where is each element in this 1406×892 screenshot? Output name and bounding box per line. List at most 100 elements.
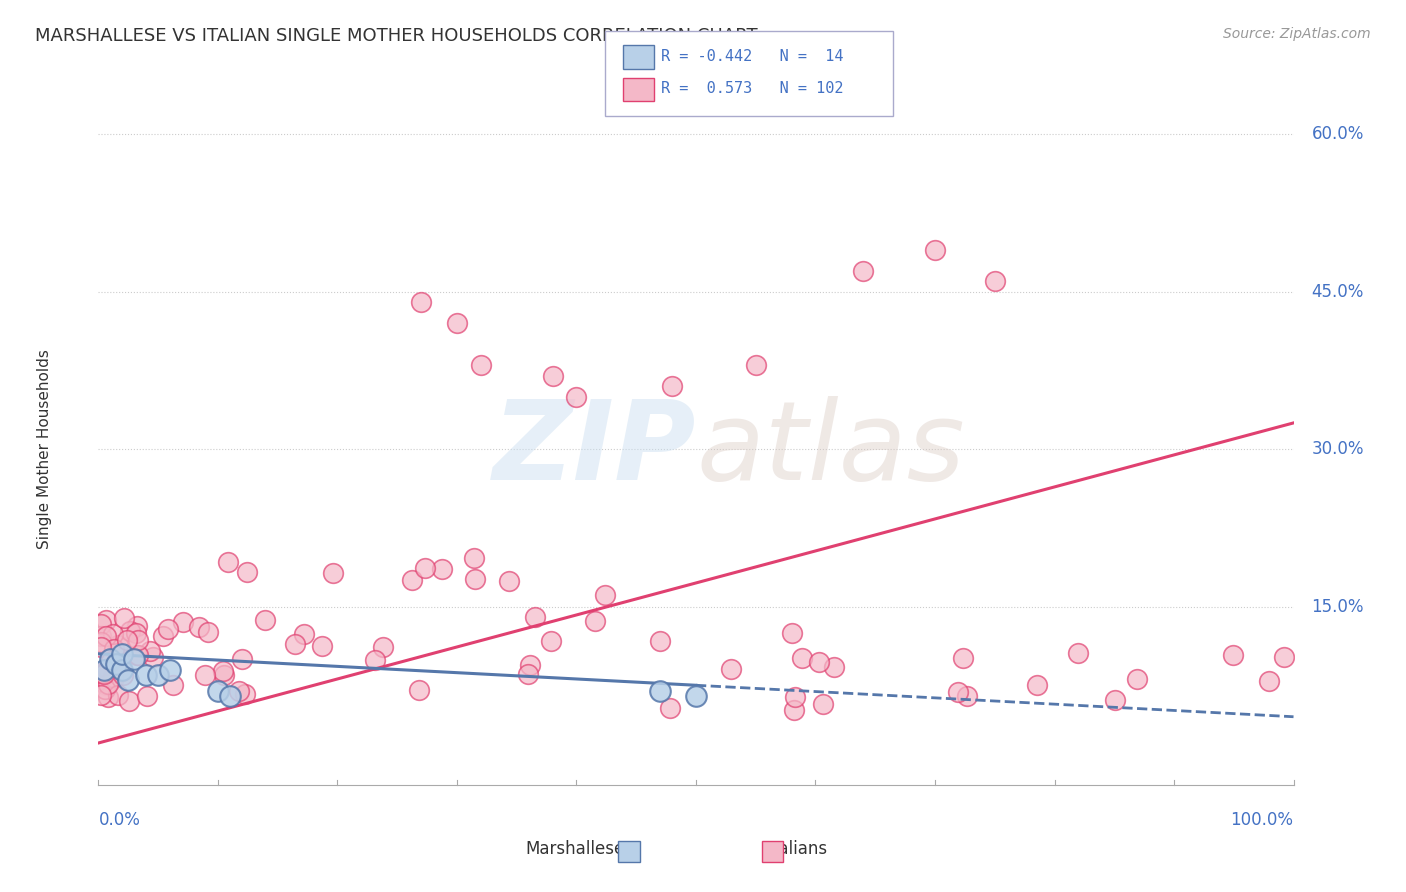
Point xyxy=(685,689,707,703)
Point xyxy=(112,611,135,625)
Point xyxy=(517,667,540,681)
Text: R =  0.573   N = 102: R = 0.573 N = 102 xyxy=(661,81,844,95)
Point xyxy=(523,610,546,624)
Point xyxy=(207,683,229,698)
Point xyxy=(565,390,588,404)
Point xyxy=(139,644,162,658)
Text: atlas: atlas xyxy=(696,396,965,503)
Point xyxy=(97,677,120,691)
Point xyxy=(924,243,946,257)
Point xyxy=(127,632,149,647)
Point xyxy=(808,655,831,669)
Point xyxy=(1257,673,1279,688)
Point xyxy=(228,684,250,698)
Point xyxy=(90,629,112,643)
Point xyxy=(125,619,148,633)
Text: ZIP: ZIP xyxy=(492,396,696,503)
Text: 15.0%: 15.0% xyxy=(1312,598,1364,615)
Point xyxy=(1222,648,1244,662)
Point xyxy=(111,663,134,677)
Point xyxy=(97,690,120,705)
Point xyxy=(984,274,1007,288)
Text: Marshallese: Marshallese xyxy=(524,840,624,858)
Point xyxy=(94,678,117,692)
Point xyxy=(90,634,112,648)
Point xyxy=(408,682,430,697)
Point xyxy=(127,648,149,663)
Point xyxy=(413,561,436,575)
Point xyxy=(117,673,139,687)
Point xyxy=(720,661,742,675)
Point xyxy=(96,629,118,643)
Text: 45.0%: 45.0% xyxy=(1312,283,1364,301)
Point xyxy=(292,626,315,640)
Point xyxy=(583,614,606,628)
Point xyxy=(162,677,184,691)
Point xyxy=(103,641,125,656)
Point xyxy=(1104,693,1126,707)
Point xyxy=(211,664,233,678)
Point xyxy=(217,555,239,569)
Point xyxy=(540,634,562,648)
Point xyxy=(100,654,122,668)
Point xyxy=(432,562,454,576)
Point xyxy=(233,687,256,701)
Point xyxy=(661,379,683,393)
Point xyxy=(90,640,112,655)
Point xyxy=(284,637,307,651)
Point xyxy=(90,616,112,631)
Bar xyxy=(619,840,640,862)
Point xyxy=(1126,672,1149,686)
Point xyxy=(101,670,124,684)
Point xyxy=(498,574,520,588)
Point xyxy=(148,667,170,681)
Point xyxy=(101,626,124,640)
Point xyxy=(1272,650,1295,665)
Text: 100.0%: 100.0% xyxy=(1230,811,1294,830)
Point xyxy=(254,613,277,627)
Point xyxy=(125,625,148,640)
Point xyxy=(852,264,875,278)
Point xyxy=(464,572,486,586)
Point xyxy=(98,652,122,666)
Point xyxy=(650,634,672,648)
Point xyxy=(111,647,134,661)
Point xyxy=(785,690,807,704)
Point xyxy=(541,368,564,383)
Bar xyxy=(762,840,783,862)
Point xyxy=(463,550,485,565)
Text: Single Mother Households: Single Mother Households xyxy=(37,349,52,549)
Point xyxy=(956,689,979,703)
Point xyxy=(197,625,219,640)
Point xyxy=(790,651,813,665)
Point xyxy=(93,682,115,697)
Point xyxy=(111,664,134,678)
Point xyxy=(1067,647,1090,661)
Point xyxy=(364,653,387,667)
Point xyxy=(782,625,804,640)
Text: 0.0%: 0.0% xyxy=(98,811,141,830)
Point xyxy=(194,668,217,682)
Text: R = -0.442   N =  14: R = -0.442 N = 14 xyxy=(661,49,844,63)
Point xyxy=(946,685,969,699)
Point xyxy=(107,639,129,653)
Point xyxy=(105,657,128,672)
Point xyxy=(115,632,138,647)
Point xyxy=(152,629,174,643)
Point xyxy=(111,668,134,682)
Point xyxy=(91,666,114,681)
Point xyxy=(648,683,672,698)
Point xyxy=(470,358,492,372)
Point xyxy=(236,565,259,579)
Point xyxy=(952,651,974,665)
Text: Italians: Italians xyxy=(768,840,828,858)
Point xyxy=(142,650,165,665)
Point xyxy=(135,689,157,703)
Point xyxy=(214,668,236,682)
Point xyxy=(745,358,768,372)
Point xyxy=(125,648,148,662)
Point xyxy=(231,652,253,666)
Point xyxy=(823,659,845,673)
Text: 30.0%: 30.0% xyxy=(1312,440,1364,458)
Point xyxy=(107,688,129,702)
